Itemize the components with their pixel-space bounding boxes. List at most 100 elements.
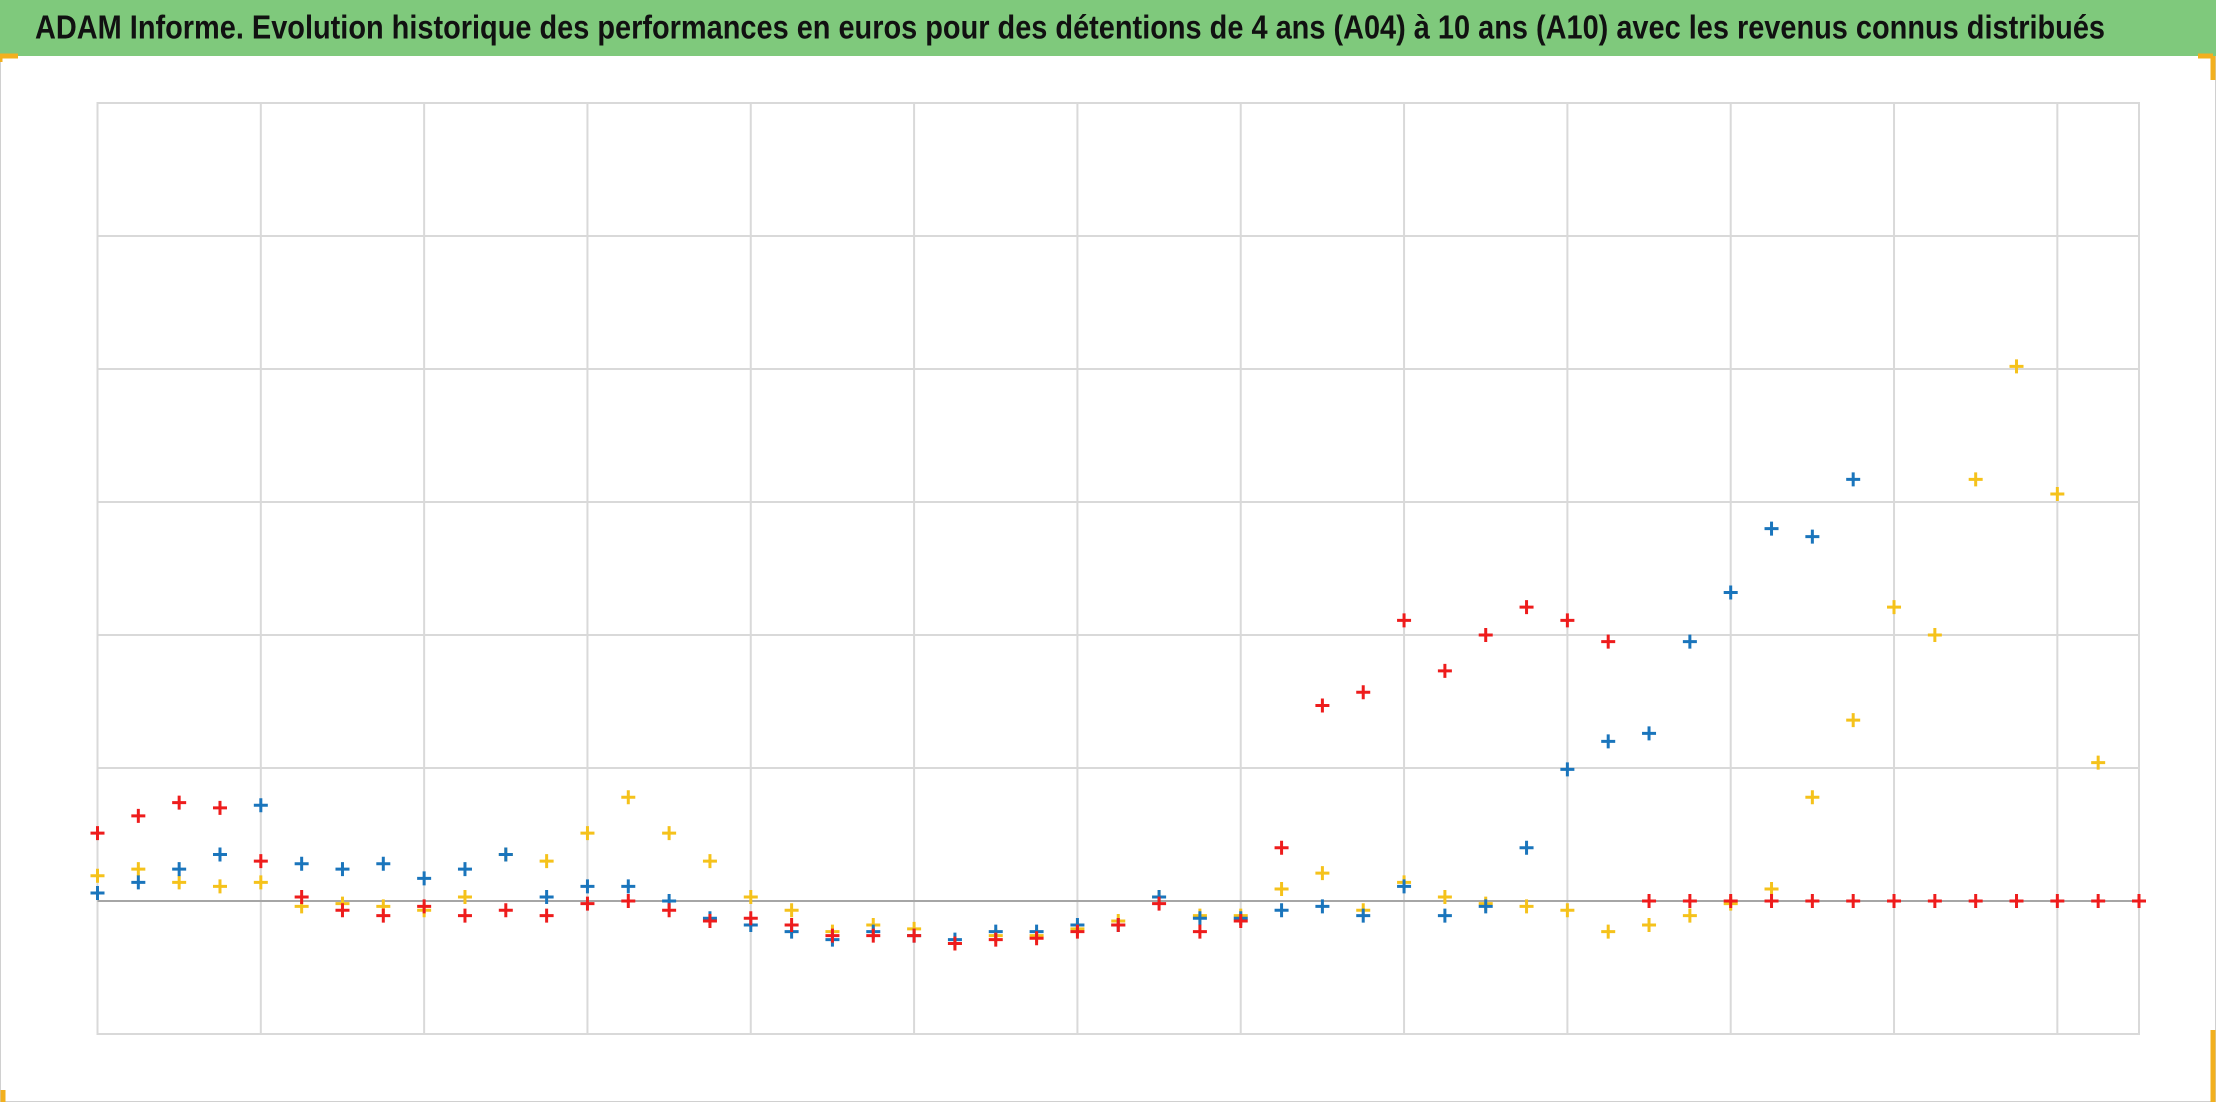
data-point — [1927, 894, 1942, 908]
data-point — [621, 790, 636, 805]
data-point — [294, 856, 309, 871]
data-point — [1764, 894, 1779, 908]
data-point — [1682, 908, 1697, 923]
data-point — [1642, 726, 1657, 741]
data-point — [1356, 908, 1371, 923]
data-point — [253, 875, 268, 890]
data-point — [376, 856, 391, 871]
data-point — [1927, 628, 1942, 642]
data-point — [1764, 521, 1779, 536]
data-point — [1887, 600, 1902, 615]
data-point — [212, 800, 227, 815]
data-point — [1519, 899, 1534, 914]
data-point — [825, 928, 840, 943]
data-point — [947, 936, 962, 951]
data-point — [1968, 472, 1983, 487]
data-point — [1846, 472, 1861, 487]
data-point — [580, 879, 595, 894]
data-point — [702, 913, 717, 928]
data-point — [2132, 894, 2146, 908]
data-point — [1152, 896, 1167, 911]
data-point — [1519, 600, 1534, 615]
data-point — [172, 862, 187, 877]
data-point — [907, 928, 922, 943]
data-point — [1846, 894, 1861, 908]
data-point — [498, 903, 513, 918]
data-point — [1478, 899, 1493, 914]
data-point — [1070, 924, 1085, 939]
data-point — [1437, 890, 1452, 905]
data-point — [253, 854, 268, 869]
data-point — [1192, 924, 1207, 939]
data-point — [702, 854, 717, 869]
data-point — [621, 894, 636, 908]
data-point — [294, 890, 309, 905]
data-point — [1478, 628, 1493, 642]
data-point — [498, 847, 513, 862]
data-point — [1519, 840, 1534, 855]
data-point — [212, 847, 227, 862]
plot-frame — [96, 102, 2140, 1035]
data-point — [988, 932, 1003, 947]
data-point — [457, 862, 472, 877]
data-point — [1029, 931, 1044, 946]
data-point — [1601, 924, 1616, 939]
data-point — [621, 879, 636, 894]
data-point — [417, 871, 432, 886]
data-point — [131, 875, 146, 890]
data-point — [131, 862, 146, 877]
data-point — [1723, 894, 1738, 908]
data-point — [1274, 903, 1289, 918]
data-point — [1601, 734, 1616, 749]
data-point — [1560, 762, 1575, 777]
data-point — [662, 826, 677, 841]
data-point — [2050, 487, 2065, 502]
data-point — [335, 862, 350, 877]
data-point — [539, 890, 554, 905]
data-point — [1723, 585, 1738, 600]
data-point — [1642, 917, 1657, 932]
data-point — [131, 808, 146, 823]
data-point — [172, 795, 187, 810]
data-point — [90, 868, 105, 883]
data-point — [376, 908, 391, 923]
data-point — [1274, 840, 1289, 855]
data-point — [1805, 790, 1820, 805]
data-point — [1805, 894, 1820, 908]
chart-title: ADAM Informe. Evolution historique des p… — [35, 9, 2105, 46]
data-point — [1560, 613, 1575, 628]
plot-area — [90, 102, 2146, 1035]
data-point — [1437, 663, 1452, 678]
data-point — [1397, 613, 1412, 628]
data-point — [1111, 917, 1126, 932]
data-point — [457, 908, 472, 923]
data-point — [1274, 882, 1289, 897]
corner-mark — [0, 53, 18, 62]
data-point — [2009, 359, 2024, 374]
data-point — [580, 896, 595, 911]
data-point — [457, 890, 472, 905]
data-point — [1437, 908, 1452, 923]
data-point — [1682, 894, 1697, 908]
data-point — [1315, 698, 1330, 713]
data-point — [539, 908, 554, 923]
data-point — [253, 798, 268, 813]
data-point — [1968, 894, 1983, 908]
data-point — [172, 875, 187, 890]
data-point — [2050, 894, 2065, 908]
data-point — [1315, 866, 1330, 881]
data-point — [784, 903, 799, 918]
title-bar — [0, 0, 2216, 56]
data-point — [335, 903, 350, 918]
data-point — [1682, 634, 1697, 649]
data-point — [662, 903, 677, 918]
data-point — [1192, 911, 1207, 926]
corner-mark — [2198, 53, 2216, 80]
data-point — [1887, 894, 1902, 908]
data-point — [212, 879, 227, 894]
data-point — [1560, 903, 1575, 918]
data-point — [1397, 879, 1412, 894]
data-point — [1764, 882, 1779, 897]
data-point — [90, 826, 105, 841]
